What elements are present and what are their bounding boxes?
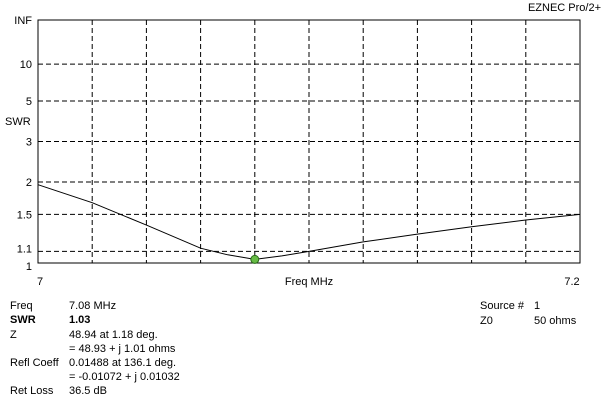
y-tick-label: 3 <box>26 137 32 149</box>
freq-value: 7.08 MHz <box>69 300 117 312</box>
z0-value: 50 ohms <box>534 315 577 327</box>
y-axis-label: SWR <box>5 116 31 128</box>
y-tick-label: 5 <box>26 96 32 108</box>
y-tick-label: 1 <box>26 261 32 273</box>
z-polar: 48.94 at 1.18 deg. <box>69 329 158 341</box>
z-label: Z <box>10 329 17 341</box>
plot-frame <box>37 19 581 264</box>
z-rect: = 48.93 + j 1.01 ohms <box>69 343 176 355</box>
swr-curve <box>37 184 581 260</box>
frequency-marker <box>250 254 260 264</box>
source-value: 1 <box>534 300 541 312</box>
app-brand: EZNEC Pro/2+ <box>527 2 601 14</box>
source-label: Source # <box>480 300 525 312</box>
z0-label: Z0 <box>480 315 493 327</box>
y-tick-label: 2 <box>26 177 32 189</box>
x-axis-label: Freq MHz <box>285 276 333 288</box>
y-tick-label: 1.5 <box>17 209 32 221</box>
ret-loss-label: Ret Loss <box>10 385 54 397</box>
swr-value: 1.03 <box>69 314 91 326</box>
ret-loss-value: 36.5 dB <box>69 385 107 397</box>
x-tick-label: 7 <box>37 276 43 288</box>
refl-coeff-polar: 0.01488 at 136.1 deg. <box>69 357 177 369</box>
swr-label: SWR <box>10 314 36 326</box>
y-tick-label: 1.1 <box>17 243 32 255</box>
refl-coeff-label: Refl Coeff <box>10 357 59 369</box>
freq-label: Freq <box>10 300 33 312</box>
y-tick-label: 10 <box>20 59 32 71</box>
swr-chart: INF 10 5 3 2 1.5 1.1 1 SWR 7 7.2 Freq MHz <box>5 15 581 288</box>
refl-coeff-rect: = -0.01072 + j 0.01032 <box>69 371 180 383</box>
x-tick-label: 7.2 <box>564 276 579 288</box>
y-tick-label: INF <box>14 15 32 27</box>
